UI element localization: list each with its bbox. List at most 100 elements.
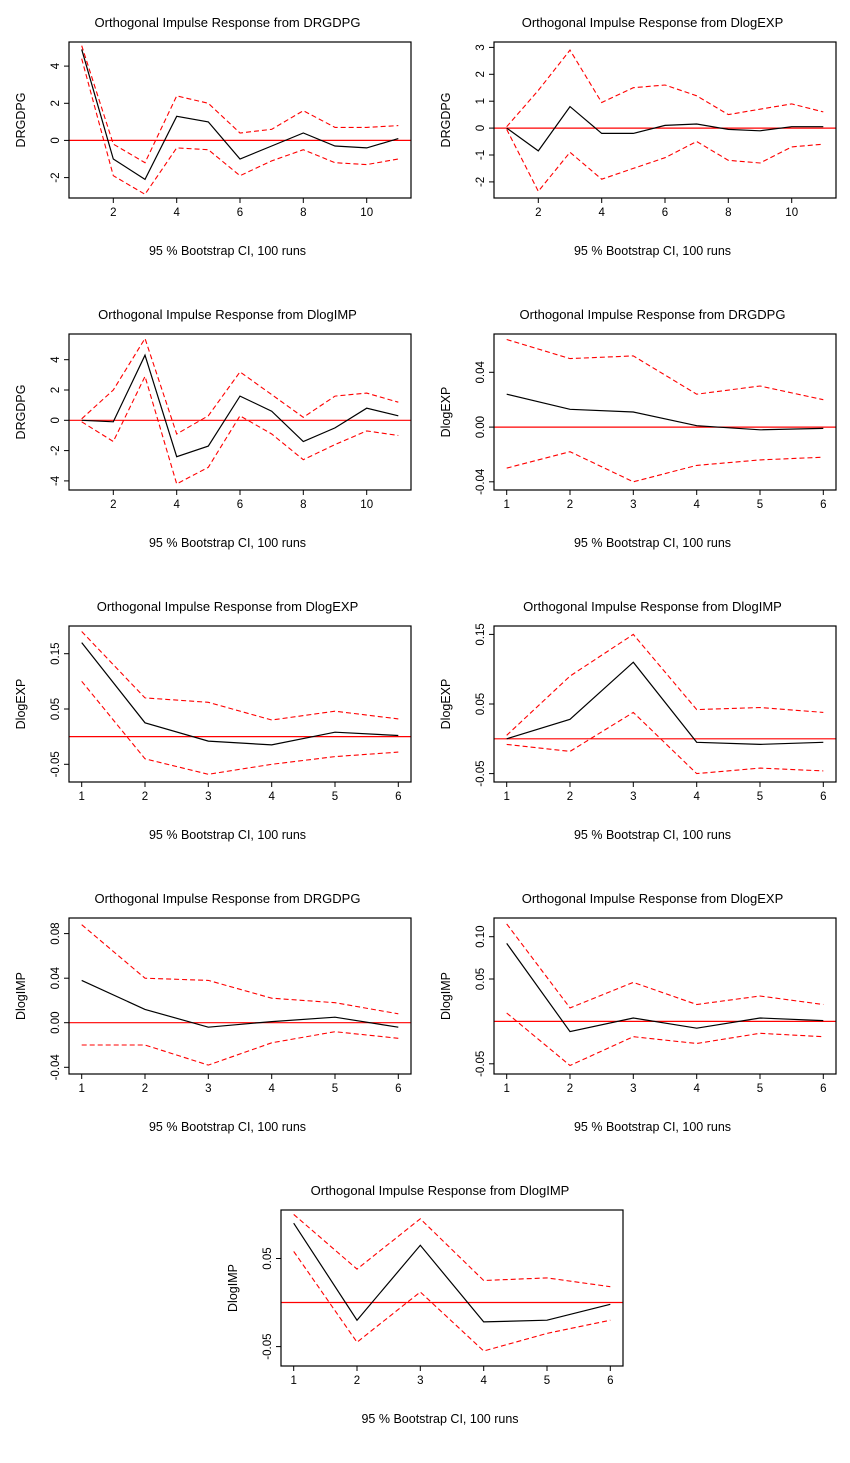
svg-text:-2: -2 — [50, 445, 62, 455]
svg-text:4: 4 — [268, 1083, 275, 1095]
chart-caption: 95 % Bootstrap CI, 100 runs — [148, 1120, 307, 1134]
svg-text:2: 2 — [50, 387, 62, 393]
svg-text:0: 0 — [50, 417, 62, 423]
svg-text:2: 2 — [566, 791, 572, 803]
svg-text:3: 3 — [630, 1083, 636, 1095]
svg-text:10: 10 — [360, 207, 373, 219]
svg-text:1: 1 — [78, 1083, 84, 1095]
svg-text:5: 5 — [331, 791, 337, 803]
svg-text:3: 3 — [475, 44, 487, 50]
svg-text:6: 6 — [236, 499, 242, 511]
chart-cell-8: Orthogonal Impulse Response from DlogEXP… — [425, 876, 850, 1168]
svg-text:4: 4 — [50, 356, 62, 363]
svg-text:2: 2 — [50, 100, 62, 106]
svg-text:3: 3 — [205, 791, 211, 803]
svg-text:5: 5 — [544, 1375, 550, 1387]
svg-text:1: 1 — [503, 499, 509, 511]
svg-text:1: 1 — [78, 791, 84, 803]
svg-text:10: 10 — [785, 207, 798, 219]
svg-text:5: 5 — [331, 1083, 337, 1095]
svg-text:3: 3 — [417, 1375, 423, 1387]
chart-cell-7: Orthogonal Impulse Response from DRGDPG … — [0, 876, 425, 1168]
svg-text:2: 2 — [141, 791, 147, 803]
svg-text:-0.04: -0.04 — [50, 1054, 62, 1081]
svg-text:6: 6 — [395, 791, 401, 803]
svg-text:0.05: 0.05 — [262, 1247, 274, 1269]
svg-text:-0.05: -0.05 — [50, 751, 62, 777]
svg-text:-2: -2 — [50, 172, 62, 182]
svg-text:2: 2 — [141, 1083, 147, 1095]
irf-plot: 1 2 3 4 5 6 -0.05 0.05 0.15 DlogEXP — [14, 625, 412, 803]
svg-text:8: 8 — [300, 499, 306, 511]
svg-text:0.00: 0.00 — [50, 1012, 62, 1034]
chart-cell-6: Orthogonal Impulse Response from DlogIMP… — [425, 584, 850, 876]
svg-text:6: 6 — [607, 1375, 613, 1387]
svg-text:DlogIMP: DlogIMP — [439, 972, 453, 1020]
svg-text:4: 4 — [173, 499, 180, 511]
chart-title: Orthogonal Impulse Response from DRGDPG — [94, 891, 361, 906]
svg-text:DRGDPG: DRGDPG — [14, 385, 28, 440]
svg-text:5: 5 — [756, 499, 762, 511]
svg-text:2: 2 — [475, 71, 487, 77]
svg-text:0: 0 — [475, 125, 487, 131]
svg-text:2: 2 — [110, 207, 116, 219]
svg-text:DlogEXP: DlogEXP — [439, 679, 453, 730]
svg-text:10: 10 — [360, 499, 373, 511]
svg-text:-2: -2 — [475, 177, 487, 187]
svg-text:DRGDPG: DRGDPG — [14, 93, 28, 148]
svg-text:-1: -1 — [475, 150, 487, 160]
chart-caption: 95 % Bootstrap CI, 100 runs — [148, 828, 307, 842]
svg-text:4: 4 — [693, 499, 700, 511]
svg-text:0.04: 0.04 — [475, 361, 487, 384]
svg-text:-4: -4 — [50, 475, 62, 486]
chart-title: Orthogonal Impulse Response from DlogIMP — [523, 599, 782, 614]
chart-cell-2: Orthogonal Impulse Response from DlogEXP… — [425, 0, 850, 292]
svg-text:4: 4 — [693, 1083, 700, 1095]
svg-text:6: 6 — [395, 1083, 401, 1095]
chart-title: Orthogonal Impulse Response from DlogEXP — [96, 599, 359, 614]
chart-caption: 95 % Bootstrap CI, 100 runs — [573, 828, 732, 842]
svg-text:0.04: 0.04 — [50, 966, 62, 989]
svg-text:8: 8 — [725, 207, 731, 219]
svg-text:0.15: 0.15 — [475, 623, 487, 645]
svg-text:0.08: 0.08 — [50, 922, 62, 944]
svg-text:6: 6 — [236, 207, 242, 219]
chart-title: Orthogonal Impulse Response from DlogIMP — [310, 1183, 570, 1198]
svg-text:1: 1 — [503, 1083, 509, 1095]
irf-plot: 1 2 3 4 5 6 -0.05 0.05 0.15 DlogEXP — [439, 623, 837, 803]
svg-text:4: 4 — [173, 207, 180, 219]
svg-text:4: 4 — [693, 791, 700, 803]
svg-text:0.05: 0.05 — [475, 968, 487, 990]
irf-plot: 1 2 3 4 5 6 -0.04 0.00 0.04 DlogEXP — [439, 333, 837, 511]
irf-plot: 1 2 3 4 5 6 -0.05 0.05 DlogIMP — [226, 1209, 624, 1387]
chart-caption: 95 % Bootstrap CI, 100 runs — [148, 244, 307, 258]
svg-text:DlogEXP: DlogEXP — [439, 387, 453, 438]
chart-title: Orthogonal Impulse Response from DlogEXP — [521, 15, 784, 30]
svg-text:-0.04: -0.04 — [475, 468, 487, 495]
svg-text:2: 2 — [354, 1375, 360, 1387]
svg-text:0.05: 0.05 — [475, 693, 487, 715]
svg-text:0.00: 0.00 — [475, 416, 487, 438]
irf-plot: 1 2 3 4 5 6 -0.04 0.00 0.04 0.08 DlogIMP — [14, 917, 412, 1095]
svg-text:1: 1 — [475, 98, 487, 104]
irf-plot: 2 4 6 8 10 -2 0 2 4 DRGDPG — [14, 41, 412, 219]
svg-text:2: 2 — [566, 499, 572, 511]
svg-text:3: 3 — [205, 1083, 211, 1095]
chart-title: Orthogonal Impulse Response from DlogEXP — [521, 891, 784, 906]
chart-caption: 95 % Bootstrap CI, 100 runs — [573, 1120, 732, 1134]
svg-text:0.05: 0.05 — [50, 698, 62, 720]
svg-text:0.10: 0.10 — [475, 926, 487, 948]
chart-title: Orthogonal Impulse Response from DlogIMP — [98, 307, 357, 322]
svg-text:-0.05: -0.05 — [475, 1051, 487, 1077]
chart-cell-9: Orthogonal Impulse Response from DlogIMP… — [213, 1168, 638, 1463]
irf-plot: 1 2 3 4 5 6 -0.05 0.05 0.10 DlogIMP — [439, 917, 837, 1095]
svg-text:0: 0 — [50, 137, 62, 143]
svg-text:-0.05: -0.05 — [262, 1333, 274, 1359]
chart-cell-4: Orthogonal Impulse Response from DRGDPG … — [425, 292, 850, 584]
chart-title: Orthogonal Impulse Response from DRGDPG — [94, 15, 361, 30]
svg-text:8: 8 — [300, 207, 306, 219]
svg-text:6: 6 — [820, 1083, 826, 1095]
chart-caption: 95 % Bootstrap CI, 100 runs — [573, 536, 732, 550]
